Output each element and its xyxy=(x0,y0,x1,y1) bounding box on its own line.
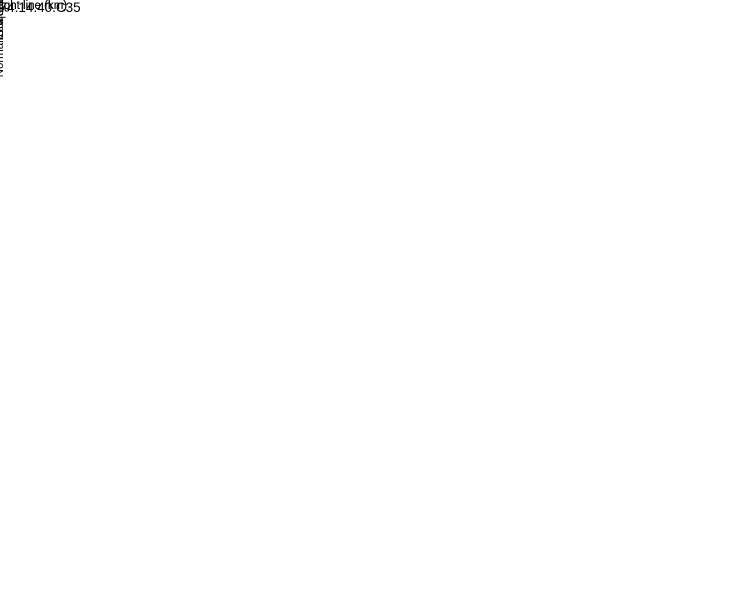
snr-line-chart xyxy=(0,0,300,150)
snr-xlabel: Height of straight line (km) xyxy=(0,0,68,12)
